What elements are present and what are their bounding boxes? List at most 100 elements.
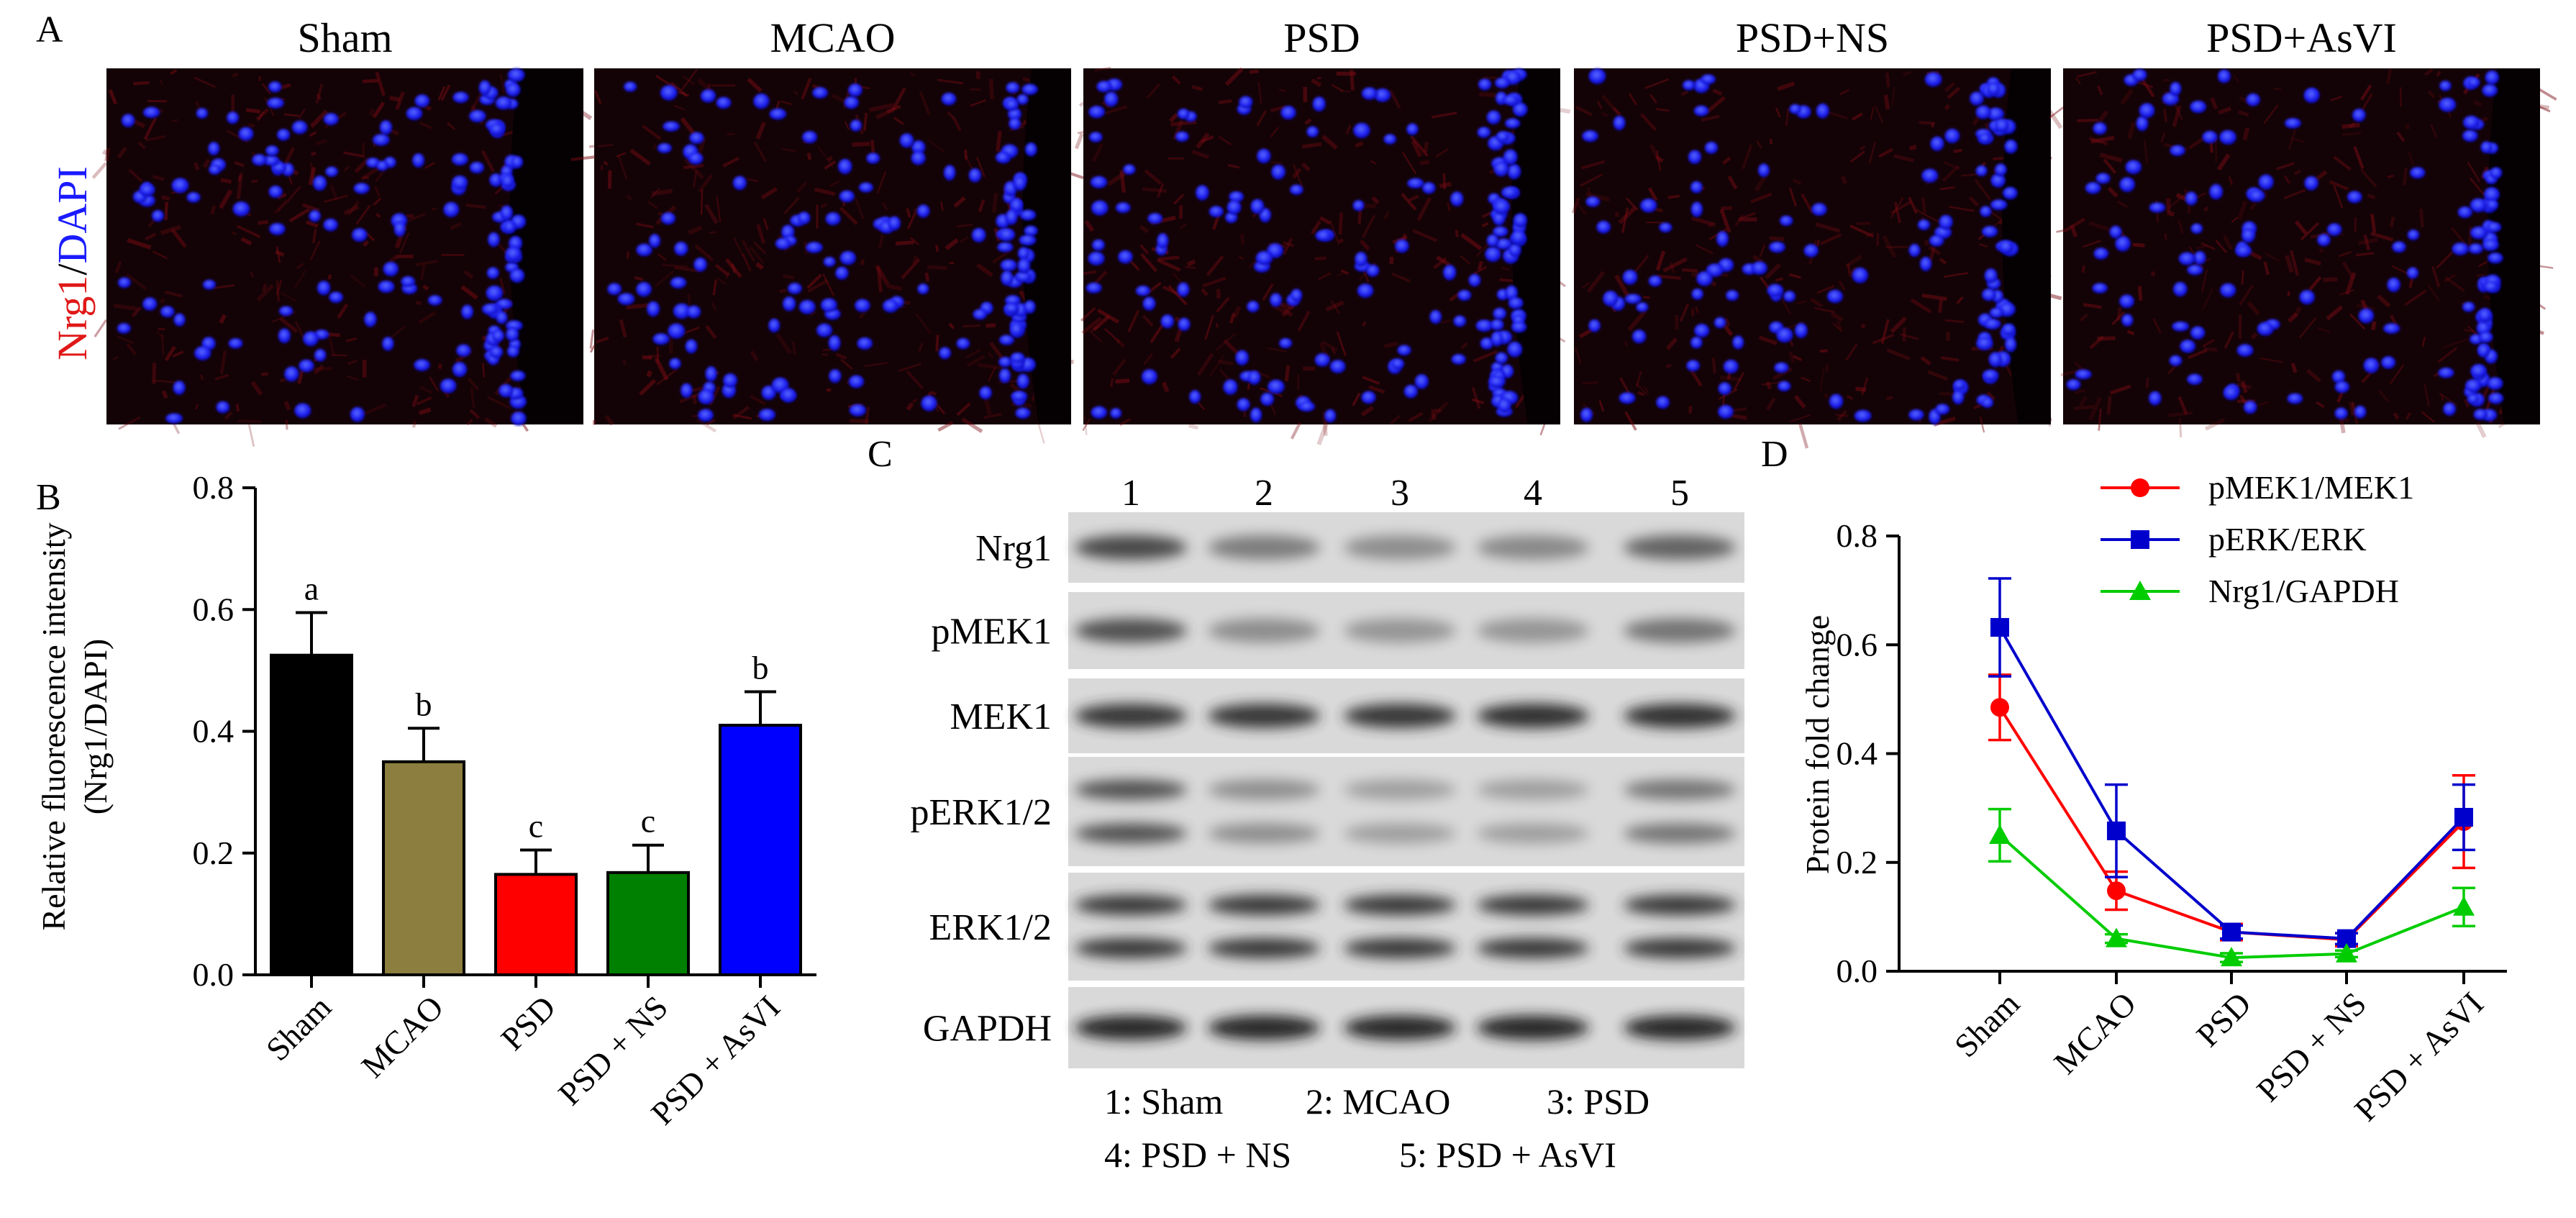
nucleus [2075, 369, 2092, 380]
tissue-fiber [832, 94, 847, 104]
nucleus [329, 291, 344, 304]
tissue-fiber [1644, 78, 1670, 89]
tissue-fiber [1435, 147, 1449, 158]
nucleus [1290, 184, 1303, 196]
tissue-fiber [1755, 140, 1762, 149]
tissue-fiber [2339, 289, 2355, 296]
nucleus [350, 406, 365, 422]
tissue-fiber [1596, 100, 1603, 109]
nucleus [617, 293, 635, 306]
tissue-fiber [2088, 221, 2114, 233]
tissue-fiber [1256, 110, 1267, 127]
tissue-fiber [1270, 105, 1285, 113]
nucleus [1983, 318, 2001, 330]
nucleus [1147, 212, 1163, 224]
nucleus [1585, 196, 1601, 207]
nucleus [1468, 273, 1481, 287]
nucleus [1135, 285, 1151, 296]
tissue-fiber [172, 350, 184, 358]
tissue-fiber [1655, 108, 1670, 112]
tissue-fiber [681, 68, 698, 91]
nucleus [1981, 397, 1994, 409]
nucleus [917, 283, 929, 295]
tissue-fiber [165, 291, 183, 298]
tissue-fiber [118, 416, 141, 430]
tissue-fiber [1247, 259, 1257, 269]
tissue-fiber [2451, 227, 2468, 247]
tissue-fiber [1156, 258, 1181, 272]
nucleus [1688, 150, 1702, 165]
chart-d-point-2-0 [1989, 824, 2011, 844]
nucleus [160, 306, 175, 318]
tissue-fiber [248, 124, 255, 128]
tissue-fiber [937, 78, 963, 85]
tissue-fiber [1956, 296, 1964, 304]
tissue-fiber [1290, 422, 1302, 440]
tissue-fiber [996, 131, 1002, 152]
tissue-fiber [1876, 232, 1879, 246]
tissue-fiber [161, 390, 168, 399]
chart-d-xtick-label-2: PSD [2189, 985, 2258, 1054]
tissue-fiber [313, 364, 324, 375]
tissue-fiber [1279, 88, 1286, 92]
tissue-fiber [809, 309, 817, 317]
tissue-fiber [956, 223, 973, 228]
tissue-fiber [840, 358, 853, 370]
tissue-fiber [2215, 137, 2217, 163]
tissue-fiber [1352, 392, 1361, 406]
nucleus [194, 346, 211, 361]
tissue-fiber [1168, 158, 1184, 160]
tissue-fiber [646, 370, 652, 378]
nucleus [1189, 390, 1201, 404]
tissue-fiber [1370, 160, 1376, 165]
nucleus [943, 165, 956, 181]
tissue-fiber [1775, 277, 1783, 282]
nucleus [1696, 271, 1713, 286]
nucleus [2002, 323, 2016, 336]
nucleus [1229, 191, 1244, 203]
tissue-fiber [2329, 180, 2349, 191]
tissue-fiber [911, 255, 919, 265]
nucleus [165, 413, 183, 424]
nucleus [716, 96, 732, 109]
tissue-fiber [327, 332, 335, 356]
nucleus [2486, 222, 2502, 233]
tissue-fiber [255, 108, 269, 121]
tissue-fiber [2341, 122, 2360, 129]
tissue-fiber [1257, 82, 1262, 104]
nucleus [686, 305, 701, 319]
tissue-fiber [2231, 216, 2239, 223]
tissue-fiber [1186, 259, 1196, 267]
tissue-fiber [705, 325, 717, 340]
tissue-fiber [959, 236, 969, 244]
tissue-fiber [1790, 414, 1811, 423]
nucleus [828, 335, 841, 351]
nucleus [1935, 404, 1950, 415]
nucleus [268, 185, 283, 199]
tissue-fiber [1411, 140, 1423, 158]
lane-legend-line1: 1: Sham 2: MCAO 3: PSD [1104, 1081, 1649, 1122]
nucleus [452, 361, 468, 378]
tissue-fiber [1345, 124, 1352, 135]
tissue-fiber [1612, 106, 1621, 116]
blot-band [1344, 1015, 1456, 1040]
nucleus [802, 130, 818, 144]
tissue-fiber [1471, 386, 1481, 409]
nucleus [507, 68, 525, 83]
nucleus [758, 409, 776, 422]
nucleus [1495, 238, 1513, 250]
nucleus [916, 204, 930, 218]
blot-band [1075, 535, 1187, 560]
tissue-fiber [399, 232, 410, 254]
tissue-fiber [1624, 411, 1637, 431]
tissue-fiber [396, 255, 414, 258]
nucleus [1494, 77, 1511, 89]
tissue-fiber [2127, 122, 2136, 140]
tissue-fiber [2236, 382, 2252, 390]
nucleus [1141, 369, 1158, 385]
tissue-fiber [362, 360, 367, 378]
nucleus [284, 366, 299, 382]
tissue-fiber [283, 401, 291, 411]
tissue-fiber [730, 263, 737, 274]
nucleus [299, 359, 314, 373]
